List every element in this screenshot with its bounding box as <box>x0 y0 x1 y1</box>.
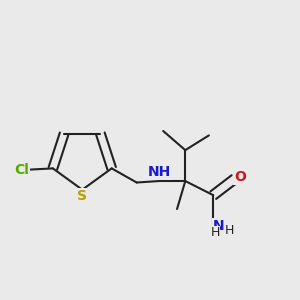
Text: NH: NH <box>148 165 171 179</box>
Text: Cl: Cl <box>14 163 29 177</box>
Text: S: S <box>77 189 87 203</box>
Text: N: N <box>213 219 224 233</box>
Text: H: H <box>210 226 220 239</box>
Text: H: H <box>225 224 234 237</box>
Text: O: O <box>234 170 246 184</box>
